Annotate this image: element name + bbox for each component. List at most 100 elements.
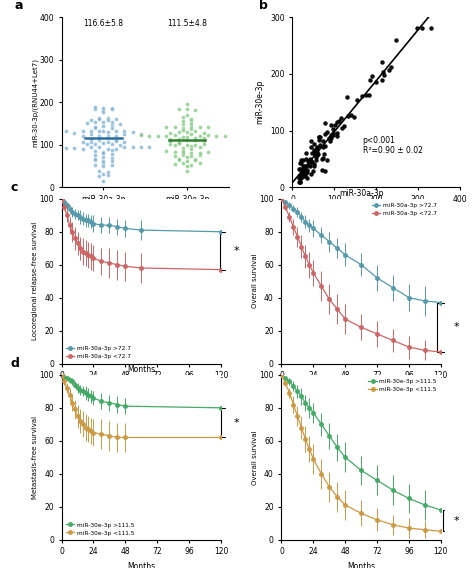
Point bbox=[317, 133, 324, 142]
Point bbox=[328, 120, 335, 130]
Point bbox=[196, 149, 203, 158]
Point bbox=[196, 142, 203, 151]
Point bbox=[196, 158, 203, 167]
Point bbox=[221, 132, 228, 141]
Point bbox=[112, 137, 120, 146]
Point bbox=[120, 137, 128, 147]
Point bbox=[137, 142, 145, 151]
Point bbox=[200, 139, 208, 148]
Point bbox=[188, 117, 195, 126]
Point bbox=[299, 156, 306, 165]
Point bbox=[326, 134, 334, 143]
Point bbox=[301, 164, 309, 173]
X-axis label: miR-30a-3p: miR-30a-3p bbox=[354, 210, 398, 219]
Point bbox=[313, 142, 321, 151]
Point bbox=[305, 156, 312, 165]
Point bbox=[298, 155, 305, 164]
Point bbox=[87, 143, 95, 152]
Point bbox=[188, 120, 195, 129]
Point bbox=[427, 24, 434, 33]
Text: *: * bbox=[454, 322, 459, 332]
Point bbox=[95, 136, 103, 145]
Point bbox=[188, 148, 195, 157]
Point bbox=[380, 70, 387, 80]
Point bbox=[334, 117, 341, 126]
Point bbox=[100, 118, 107, 127]
Point bbox=[179, 126, 187, 135]
Legend: miR-30a-3p >72.7, miR-30a-3p <72.7: miR-30a-3p >72.7, miR-30a-3p <72.7 bbox=[371, 202, 438, 217]
Point bbox=[79, 137, 86, 147]
Point bbox=[79, 145, 86, 154]
Point bbox=[296, 177, 303, 186]
Point bbox=[316, 133, 323, 142]
Point bbox=[87, 126, 95, 135]
Point bbox=[108, 118, 116, 127]
Point bbox=[313, 147, 321, 156]
X-axis label: Months: Months bbox=[347, 562, 375, 568]
Point bbox=[188, 130, 195, 139]
Point bbox=[329, 128, 337, 137]
Point bbox=[385, 66, 392, 75]
Text: p<0.001
R²=0.90 ± 0.02: p<0.001 R²=0.90 ± 0.02 bbox=[363, 136, 423, 156]
Point bbox=[171, 141, 178, 150]
Point bbox=[300, 166, 308, 175]
Point bbox=[327, 131, 335, 140]
Y-axis label: miR-30-3p/(RNU44+Let7): miR-30-3p/(RNU44+Let7) bbox=[31, 58, 38, 147]
Point bbox=[338, 123, 346, 132]
Point bbox=[191, 134, 199, 143]
Point bbox=[310, 160, 318, 169]
Point bbox=[196, 122, 203, 131]
Point bbox=[183, 157, 191, 166]
Point bbox=[95, 114, 103, 123]
Point bbox=[146, 131, 153, 140]
Point bbox=[163, 131, 170, 140]
Point bbox=[300, 162, 308, 171]
Point bbox=[305, 160, 313, 169]
Point bbox=[120, 130, 128, 139]
Point bbox=[108, 149, 116, 158]
Point bbox=[315, 135, 322, 144]
Point bbox=[212, 131, 220, 140]
Point bbox=[166, 129, 174, 138]
Point bbox=[112, 126, 120, 135]
Point bbox=[301, 171, 309, 180]
Point bbox=[358, 91, 366, 100]
Point bbox=[302, 148, 310, 157]
Point bbox=[95, 166, 103, 176]
Point bbox=[112, 115, 120, 124]
Point bbox=[179, 158, 187, 168]
Point bbox=[171, 159, 178, 168]
Point bbox=[302, 168, 310, 177]
Point bbox=[104, 114, 111, 123]
Point bbox=[91, 155, 99, 164]
Point bbox=[62, 143, 70, 152]
Point bbox=[16, 95, 24, 105]
Point bbox=[300, 166, 307, 176]
Point bbox=[350, 112, 357, 122]
Point bbox=[100, 161, 107, 170]
Point bbox=[303, 174, 311, 183]
Point bbox=[320, 149, 328, 158]
Point bbox=[296, 177, 304, 186]
Text: b: b bbox=[259, 0, 268, 11]
Point bbox=[319, 137, 327, 146]
Point bbox=[100, 107, 107, 116]
Point bbox=[183, 105, 191, 114]
Point bbox=[117, 141, 124, 150]
Point bbox=[302, 154, 310, 164]
Point bbox=[100, 156, 107, 165]
Point bbox=[307, 157, 314, 166]
Point bbox=[112, 135, 120, 144]
Point bbox=[337, 114, 345, 123]
Point bbox=[100, 139, 107, 148]
Point bbox=[191, 156, 199, 165]
Point bbox=[100, 126, 107, 135]
Point bbox=[183, 141, 191, 150]
Point bbox=[108, 139, 116, 148]
Point bbox=[321, 118, 328, 127]
Point bbox=[362, 90, 370, 99]
Point bbox=[112, 131, 120, 140]
Point bbox=[183, 100, 191, 109]
Point bbox=[183, 161, 191, 170]
Point bbox=[183, 110, 191, 119]
